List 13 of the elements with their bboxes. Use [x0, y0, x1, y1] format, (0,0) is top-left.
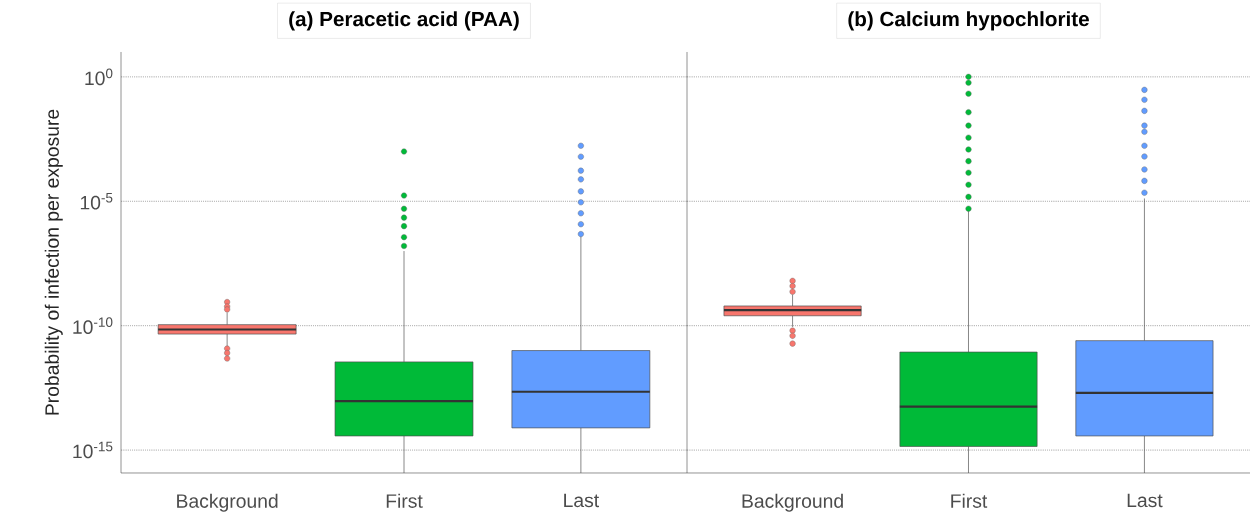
- y-tick-label: 10$^{-10}$: [73, 317, 113, 334]
- x-tick-label: Background: [177, 493, 278, 512]
- chart-title: (b) Calcium hypochlorite: [848, 11, 1089, 31]
- x-tick-label: Background: [742, 493, 843, 512]
- x-tick-label: First: [386, 493, 423, 508]
- x-tick-label: Last: [1127, 493, 1163, 508]
- y-tick-label: 10$^{-5}$: [80, 193, 113, 210]
- x-tick-label: First: [951, 493, 988, 508]
- chart-title: (a) Peracetic acid (PAA): [289, 11, 519, 31]
- y-axis-title: Probability of infection per exposure: [44, 109, 63, 415]
- y-tick-label: 10$^{0}$: [85, 68, 113, 86]
- x-tick-label: Last: [564, 493, 599, 508]
- y-tick-label: 10$^{-15}$: [73, 441, 113, 459]
